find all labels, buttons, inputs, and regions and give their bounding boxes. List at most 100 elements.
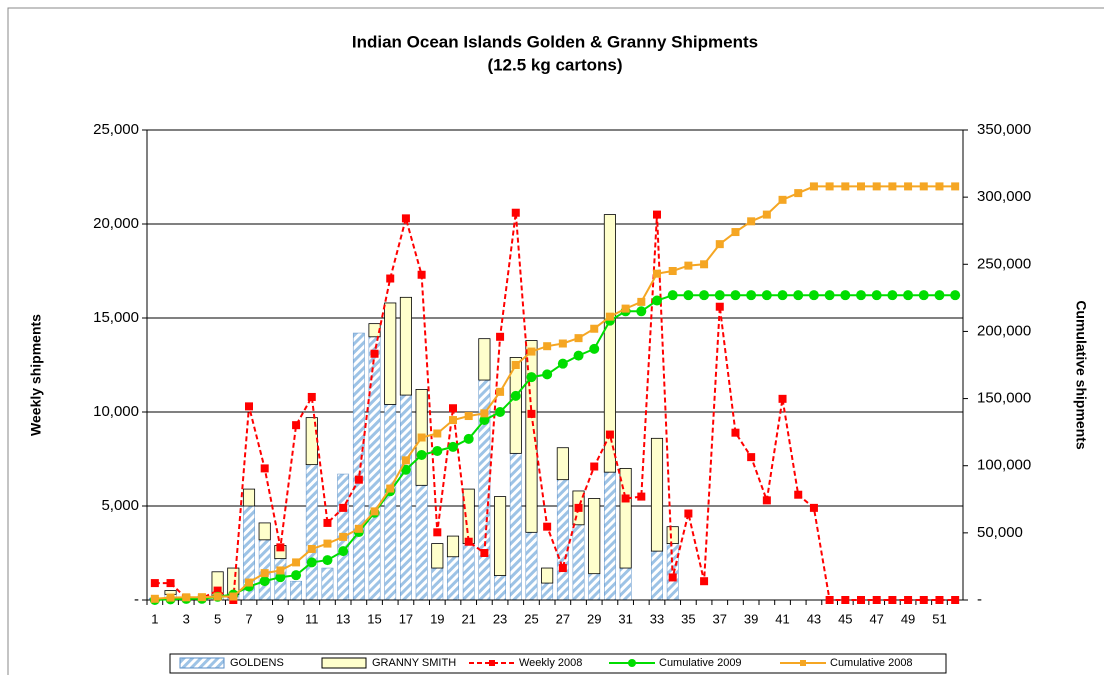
line-marker: [449, 404, 457, 413]
line-marker: [919, 182, 928, 191]
line-marker: [417, 433, 426, 442]
line-marker: [637, 297, 646, 306]
bar-segment: [400, 394, 412, 601]
line-marker: [432, 445, 443, 456]
x-tick-label: 43: [807, 611, 821, 626]
bar-segment: [384, 302, 397, 405]
legend-label: GOLDENS: [230, 657, 284, 669]
y2-tick-label: 150,000: [977, 390, 1031, 407]
y-tick-label: 20,000: [93, 215, 139, 232]
line-marker: [653, 269, 661, 278]
line-marker: [527, 409, 536, 418]
y-tick-label: 25,000: [93, 121, 139, 138]
bar-segment: [258, 522, 271, 541]
line-marker: [903, 290, 914, 301]
line-marker: [573, 350, 584, 361]
line-marker: [245, 402, 253, 411]
legend-marker: [800, 660, 806, 666]
line-marker: [574, 503, 583, 512]
line-marker: [400, 464, 411, 475]
line-marker: [636, 306, 647, 317]
bar-segment: [399, 296, 412, 396]
line-marker: [276, 543, 285, 552]
bar-segment: [603, 214, 616, 473]
x-tick-label: 41: [775, 611, 789, 626]
y2-tick-label: 300,000: [977, 188, 1031, 205]
line-marker: [951, 596, 960, 604]
line-marker: [511, 208, 520, 217]
line-marker: [825, 596, 834, 604]
bar-segment: [368, 336, 381, 601]
bar-segment: [431, 567, 444, 601]
plot-border: [146, 129, 964, 601]
line-marker: [888, 596, 897, 604]
bar-segment: [446, 535, 460, 558]
line-marker: [731, 428, 740, 437]
line-marker: [888, 182, 897, 191]
line-marker: [652, 295, 662, 306]
legend-label: Weekly 2008: [519, 657, 582, 669]
line-marker: [307, 392, 316, 401]
x-tick-label: 39: [744, 611, 758, 626]
line-marker: [856, 290, 866, 301]
line-marker: [857, 182, 865, 191]
line-marker: [950, 290, 961, 301]
line-marker: [590, 462, 599, 471]
line-marker: [683, 290, 694, 301]
line-marker: [370, 349, 379, 358]
line-marker: [605, 312, 614, 321]
line-marker: [401, 456, 410, 465]
line-marker: [668, 573, 677, 582]
line-marker: [213, 592, 222, 601]
line-marker: [495, 407, 506, 417]
x-tick-label: 5: [214, 611, 221, 626]
x-tick-label: 45: [838, 611, 852, 626]
x-tick-label: 47: [869, 611, 883, 626]
line-marker: [715, 240, 724, 249]
line-marker: [918, 290, 929, 301]
line-marker: [213, 586, 222, 595]
bar-segment: [447, 556, 459, 601]
line-marker: [510, 390, 521, 401]
line-marker: [496, 387, 505, 396]
bar-segment: [509, 453, 522, 601]
y2-tick-label: -: [977, 591, 982, 608]
line-marker: [464, 412, 473, 421]
line-marker: [825, 182, 834, 191]
legend-swatch: [179, 657, 225, 669]
line-marker: [449, 416, 457, 425]
line-marker: [542, 369, 553, 380]
x-tick-label: 19: [430, 611, 444, 626]
x-tick-label: 1: [151, 611, 158, 626]
legend-marker: [489, 660, 495, 666]
line-marker: [841, 596, 850, 604]
line-marker: [339, 503, 348, 512]
bar-segment: [619, 567, 632, 601]
line-marker: [762, 210, 771, 219]
line-marker: [935, 182, 944, 191]
line-marker: [793, 290, 804, 301]
bar-segment: [321, 567, 334, 601]
line-marker: [511, 361, 520, 369]
line-marker: [433, 528, 442, 537]
line-marker: [464, 537, 473, 546]
line-marker: [526, 372, 537, 383]
line-marker: [761, 290, 772, 301]
bar-segment: [478, 338, 491, 381]
y-tick-label: 15,000: [93, 309, 139, 326]
line-marker: [747, 217, 756, 226]
line-marker: [463, 433, 474, 444]
line-marker: [841, 182, 850, 191]
x-tick-label: 25: [524, 611, 538, 626]
bar-segment: [604, 471, 616, 601]
line-marker: [904, 596, 913, 604]
bar-segment: [494, 575, 506, 601]
line-marker: [700, 260, 709, 269]
line-marker: [919, 596, 928, 604]
line-marker: [730, 290, 741, 301]
line-marker: [480, 549, 489, 557]
line-marker: [323, 539, 332, 548]
line-marker: [777, 290, 788, 301]
line-marker: [386, 484, 395, 493]
line-marker: [714, 290, 725, 301]
